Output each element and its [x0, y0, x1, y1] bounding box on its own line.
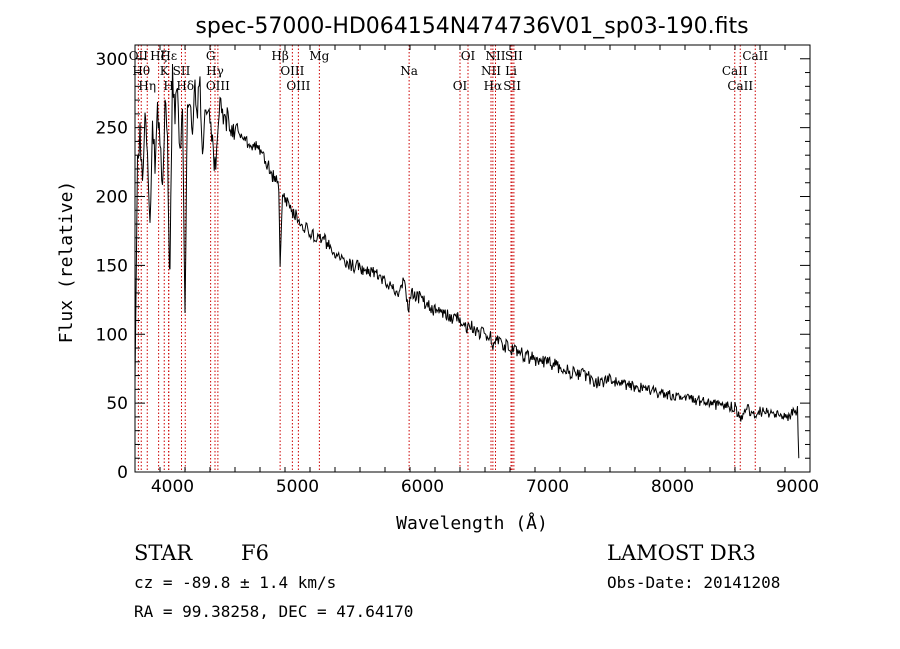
plot-frame [134, 44, 811, 473]
x-tick-label: 5000 [276, 477, 319, 497]
observation-date: Obs-Date: 20141208 [607, 573, 780, 592]
spectral-line-label: Hβ [271, 49, 288, 63]
spectral-line-label: OIII [286, 79, 310, 93]
coordinates: RA = 99.38258, DEC = 47.64170 [134, 602, 413, 621]
y-tick-label: 150 [96, 256, 128, 276]
spectral-line-label: CaII [742, 49, 768, 63]
x-axis-label: Wavelength (Å) [396, 512, 548, 534]
spectral-line-label: Hδ [176, 79, 194, 93]
x-tick-label: 9000 [776, 477, 819, 497]
spectral-line-label: OIII [206, 79, 230, 93]
spectral-line-label: CaII [727, 79, 753, 93]
y-tick-label: 250 [96, 119, 128, 139]
spectral-line-label: NII [481, 64, 501, 78]
spectral-line-label: Hγ [206, 64, 224, 78]
redshift-velocity: cz = -89.8 ± 1.4 km/s [134, 573, 336, 592]
spectral-line-label: OI [453, 79, 468, 93]
spectral-line-label: Hη [138, 79, 156, 93]
y-tick-label: 50 [106, 394, 128, 414]
spectral-line-label: Hε [160, 49, 177, 63]
spectrum-line [134, 63, 800, 459]
plot-area: OIIHθHηHζKHHεSIIHδGHγOIIIHβOIIIOIIIMgNaO… [96, 44, 819, 497]
x-tick-label: 6000 [401, 477, 444, 497]
spectral-line-label: SII [505, 49, 523, 63]
spectral-line-label: H [163, 79, 173, 93]
y-tick-label: 300 [96, 50, 128, 70]
spectral-line-label: Hα [484, 79, 503, 93]
spectral-line-label: Na [400, 64, 418, 78]
spectral-line-label: SII [173, 64, 191, 78]
object-class: STAR [134, 541, 193, 565]
spectral-line-label: OI [461, 49, 476, 63]
x-tick-label: 4000 [151, 477, 194, 497]
x-tick-label: 7000 [526, 477, 569, 497]
spectral-line-label: OIII [280, 64, 304, 78]
spectral-line-label: NII [486, 49, 506, 63]
spectral-line-label: CaII [722, 64, 748, 78]
spectral-line-label: G [206, 49, 216, 63]
y-tick-label: 200 [96, 188, 128, 208]
chart-title: spec-57000-HD064154N474736V01_sp03-190.f… [195, 14, 748, 39]
spectral-line-label: SII [503, 79, 521, 93]
y-tick-label: 100 [96, 325, 128, 345]
object-subclass: F6 [241, 541, 269, 565]
spectral-line-label: OII [129, 49, 149, 63]
y-tick-label: 0 [117, 463, 128, 483]
spectral-line-label: Hζ [150, 49, 167, 63]
spectral-line-label: Li [505, 64, 517, 78]
spectral-line-label: K [160, 64, 170, 78]
y-axis-label: Flux (relative) [56, 181, 77, 344]
x-tick-label: 8000 [651, 477, 694, 497]
survey-name: LAMOST DR3 [607, 541, 756, 565]
spectral-line-label: Hθ [132, 64, 150, 78]
spectral-line-label: Mg [309, 49, 329, 63]
